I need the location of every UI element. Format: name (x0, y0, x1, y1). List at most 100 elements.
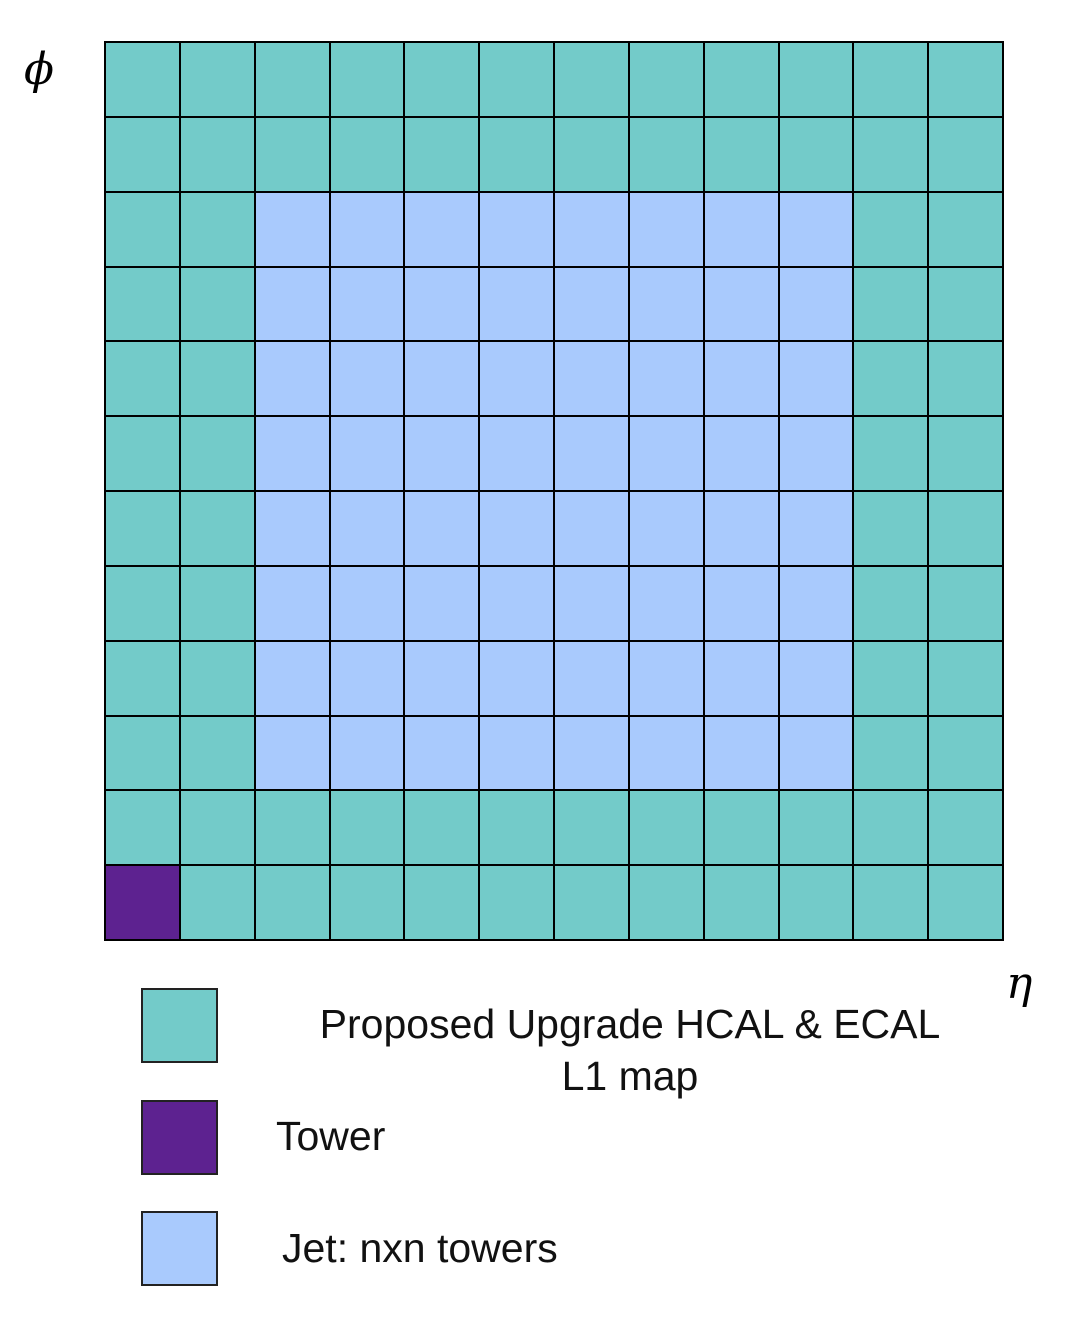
map-cell (179, 790, 255, 866)
map-cell (703, 865, 779, 940)
jet-cell (404, 341, 480, 417)
map-cell (853, 565, 929, 641)
map-cell (254, 116, 330, 192)
jet-cell (329, 191, 405, 267)
map-cell (554, 865, 629, 940)
jet-cell (254, 191, 330, 267)
jet-cell (554, 715, 629, 791)
map-cell (853, 42, 929, 117)
jet-cell (479, 191, 554, 267)
map-cell (778, 865, 854, 940)
map-cell (179, 640, 255, 716)
map-cell (404, 865, 480, 940)
map-cell (853, 116, 929, 192)
jet-cell (628, 565, 704, 641)
jet-cell (254, 565, 330, 641)
jet-cell (404, 266, 480, 342)
map-cell (179, 341, 255, 417)
map-cell (628, 790, 704, 866)
map-cell (928, 341, 1003, 417)
jet-cell (329, 565, 405, 641)
map-cell (554, 42, 629, 117)
jet-cell (628, 640, 704, 716)
map-cell (179, 266, 255, 342)
jet-cell (628, 416, 704, 491)
jet-cell (778, 191, 854, 267)
jet-cell (554, 640, 629, 716)
map-cell (928, 790, 1003, 866)
jet-cell (628, 191, 704, 267)
jet-cell (703, 416, 779, 491)
jet-cell (479, 491, 554, 566)
map-cell (778, 42, 854, 117)
map-cell (853, 790, 929, 866)
map-cell (853, 640, 929, 716)
jet-cell (554, 341, 629, 417)
jet-cell (479, 341, 554, 417)
jet-cell (404, 565, 480, 641)
jet-cell (703, 491, 779, 566)
legend-swatch-tower (141, 1100, 218, 1175)
legend-label-jet: Jet: nxn towers (282, 1225, 558, 1271)
map-cell (179, 416, 255, 491)
map-cell (105, 565, 180, 641)
map-cell (105, 715, 180, 791)
map-cell (254, 790, 330, 866)
jet-cell (254, 715, 330, 791)
map-cell (928, 715, 1003, 791)
map-cell (479, 42, 554, 117)
jet-cell (329, 491, 405, 566)
map-cell (105, 640, 180, 716)
jet-cell (778, 565, 854, 641)
jet-cell (254, 266, 330, 342)
jet-cell (778, 491, 854, 566)
jet-cell (329, 416, 405, 491)
tower-cell (105, 865, 180, 940)
jet-cell (554, 491, 629, 566)
map-cell (329, 865, 405, 940)
jet-cell (479, 565, 554, 641)
legend-label-map: Proposed Upgrade HCAL & ECAL L1 map (270, 998, 990, 1102)
map-cell (853, 266, 929, 342)
jet-cell (404, 715, 480, 791)
map-cell (928, 416, 1003, 491)
jet-cell (628, 491, 704, 566)
jet-cell (404, 640, 480, 716)
map-cell (329, 42, 405, 117)
jet-cell (254, 341, 330, 417)
jet-cell (554, 565, 629, 641)
legend-swatch-map (141, 988, 218, 1063)
map-cell (179, 865, 255, 940)
jet-cell (329, 640, 405, 716)
map-cell (853, 491, 929, 566)
map-cell (254, 42, 330, 117)
map-cell (329, 116, 405, 192)
map-cell (254, 865, 330, 940)
jet-cell (778, 341, 854, 417)
map-cell (928, 865, 1003, 940)
map-cell (179, 116, 255, 192)
map-cell (928, 266, 1003, 342)
jet-cell (703, 266, 779, 342)
jet-cell (703, 715, 779, 791)
map-cell (105, 416, 180, 491)
jet-cell (778, 266, 854, 342)
map-cell (853, 715, 929, 791)
map-cell (778, 116, 854, 192)
map-cell (853, 865, 929, 940)
jet-cell (329, 341, 405, 417)
jet-cell (703, 191, 779, 267)
map-cell (105, 266, 180, 342)
jet-cell (628, 715, 704, 791)
jet-cell (479, 266, 554, 342)
jet-cell (703, 565, 779, 641)
map-cell (853, 416, 929, 491)
map-cell (404, 790, 480, 866)
map-cell (928, 491, 1003, 566)
jet-cell (703, 640, 779, 716)
map-cell (703, 116, 779, 192)
map-cell (853, 191, 929, 267)
map-cell (703, 42, 779, 117)
map-cell (928, 42, 1003, 117)
map-cell (404, 116, 480, 192)
